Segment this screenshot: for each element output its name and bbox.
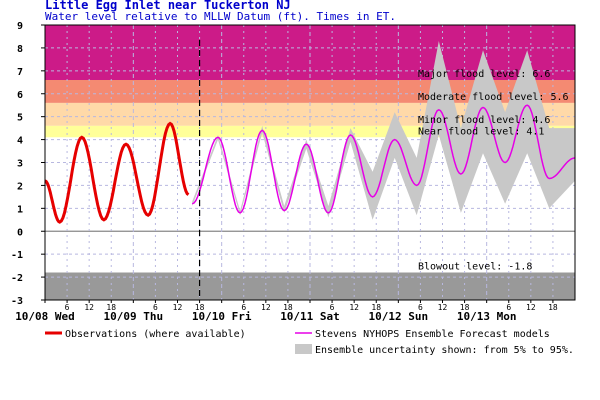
chart-subtitle: Water level relative to MLLW Datum (ft).… xyxy=(45,10,396,23)
y-tick-label: 8 xyxy=(17,44,23,55)
x-tick-label: 18 xyxy=(371,303,381,312)
uncertainty-area xyxy=(192,41,575,220)
x-day-label: 10/09 Thu xyxy=(104,310,164,323)
legend-uncertainty-label: Ensemble uncertainty shown: from 5% to 9… xyxy=(315,345,574,356)
x-tick-label: 6 xyxy=(418,303,423,312)
x-tick-label: 12 xyxy=(438,303,448,312)
x-day-label: 10/10 Fri xyxy=(192,310,252,323)
y-tick-label: -1 xyxy=(11,250,23,261)
y-tick-label: 6 xyxy=(17,90,23,101)
y-tick-label: 1 xyxy=(17,204,23,215)
x-tick-label: 12 xyxy=(349,303,359,312)
legend-uncertainty-swatch xyxy=(295,344,312,354)
threshold-label: Moderate flood level: 5.6 xyxy=(418,92,569,103)
x-tick-label: 18 xyxy=(548,303,558,312)
forecast-line xyxy=(191,104,576,214)
x-day-label: 10/11 Sat xyxy=(280,310,340,323)
x-day-label: 10/13 Mon xyxy=(457,310,517,323)
y-tick-label: -3 xyxy=(11,296,23,307)
y-tick-label: 0 xyxy=(17,227,23,238)
x-tick-label: 6 xyxy=(241,303,246,312)
y-tick-label: 2 xyxy=(17,181,23,192)
legend-observations-label: Observations (where available) xyxy=(65,329,246,340)
legend-forecast-label: Stevens NYHOPS Ensemble Forecast models xyxy=(315,329,550,340)
observations-line xyxy=(44,121,190,224)
chart-title: Little Egg Inlet near Tuckerton NJ xyxy=(45,0,291,12)
y-tick-label: 4 xyxy=(17,136,23,147)
y-tick-label: 5 xyxy=(17,113,23,124)
x-tick-label: 12 xyxy=(173,303,183,312)
x-tick-label: 12 xyxy=(261,303,271,312)
y-tick-label: 9 xyxy=(17,21,23,32)
y-tick-label: -2 xyxy=(11,273,23,284)
threshold-labels: Major flood level: 6.6 Moderate flood lev… xyxy=(418,69,569,273)
x-tick-label: 6 xyxy=(65,303,70,312)
x-tick-label: 6 xyxy=(153,303,158,312)
threshold-label: Minor flood level: 4.6 xyxy=(418,115,550,126)
x-tick-label: 18 xyxy=(460,303,470,312)
threshold-label: Major flood level: 6.6 xyxy=(418,69,550,80)
x-tick-label: 6 xyxy=(506,303,511,312)
x-tick-label: 6 xyxy=(330,303,335,312)
y-tick-label: 7 xyxy=(17,67,23,78)
threshold-label: Near flood level: 4.1 xyxy=(418,126,544,137)
y-tick-label: 3 xyxy=(17,159,23,170)
x-tick-label: 12 xyxy=(84,303,94,312)
x-day-label: 10/12 Sun xyxy=(369,310,429,323)
series-lines xyxy=(44,40,576,300)
threshold-label: Blowout level: -1.8 xyxy=(418,262,532,273)
x-day-label: 10/08 Wed xyxy=(15,310,75,323)
uncertainty-band xyxy=(192,41,575,220)
x-tick-label: 12 xyxy=(526,303,536,312)
x-tick-label: 18 xyxy=(195,303,205,312)
legend: Observations (where available) Stevens N… xyxy=(45,329,574,356)
x-tick-label: 18 xyxy=(106,303,116,312)
x-tick-label: 18 xyxy=(283,303,293,312)
